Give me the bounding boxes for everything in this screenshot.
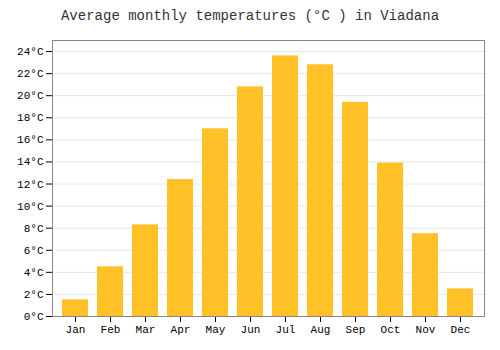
svg-text:Jun: Jun: [241, 324, 261, 336]
svg-text:18°C: 18°C: [17, 112, 44, 124]
svg-text:May: May: [206, 324, 226, 336]
svg-text:8°C: 8°C: [24, 223, 44, 235]
svg-text:24°C: 24°C: [17, 46, 44, 58]
svg-text:2°C: 2°C: [24, 289, 44, 301]
svg-text:Mar: Mar: [136, 324, 156, 336]
svg-text:4°C: 4°C: [24, 267, 44, 279]
svg-text:12°C: 12°C: [17, 179, 44, 191]
svg-text:Oct: Oct: [381, 324, 401, 336]
svg-text:16°C: 16°C: [17, 134, 44, 146]
svg-text:Feb: Feb: [101, 324, 121, 336]
svg-text:Dec: Dec: [451, 324, 471, 336]
svg-text:Nov: Nov: [416, 324, 436, 336]
svg-text:14°C: 14°C: [17, 156, 44, 168]
svg-text:Aug: Aug: [311, 324, 331, 336]
svg-text:20°C: 20°C: [17, 90, 44, 102]
svg-text:Jul: Jul: [276, 324, 296, 336]
svg-text:6°C: 6°C: [24, 245, 44, 257]
html-text:Average monthly temperatures (: Average monthly temperatures (°C ) in Vi…: [61, 8, 439, 24]
svg-text:Sep: Sep: [346, 324, 366, 336]
svg-text:Jan: Jan: [66, 324, 86, 336]
svg-text:22°C: 22°C: [17, 68, 44, 80]
svg-text:Apr: Apr: [171, 324, 191, 336]
svg-text:10°C: 10°C: [17, 201, 44, 213]
svg-text:0°C: 0°C: [24, 311, 44, 323]
